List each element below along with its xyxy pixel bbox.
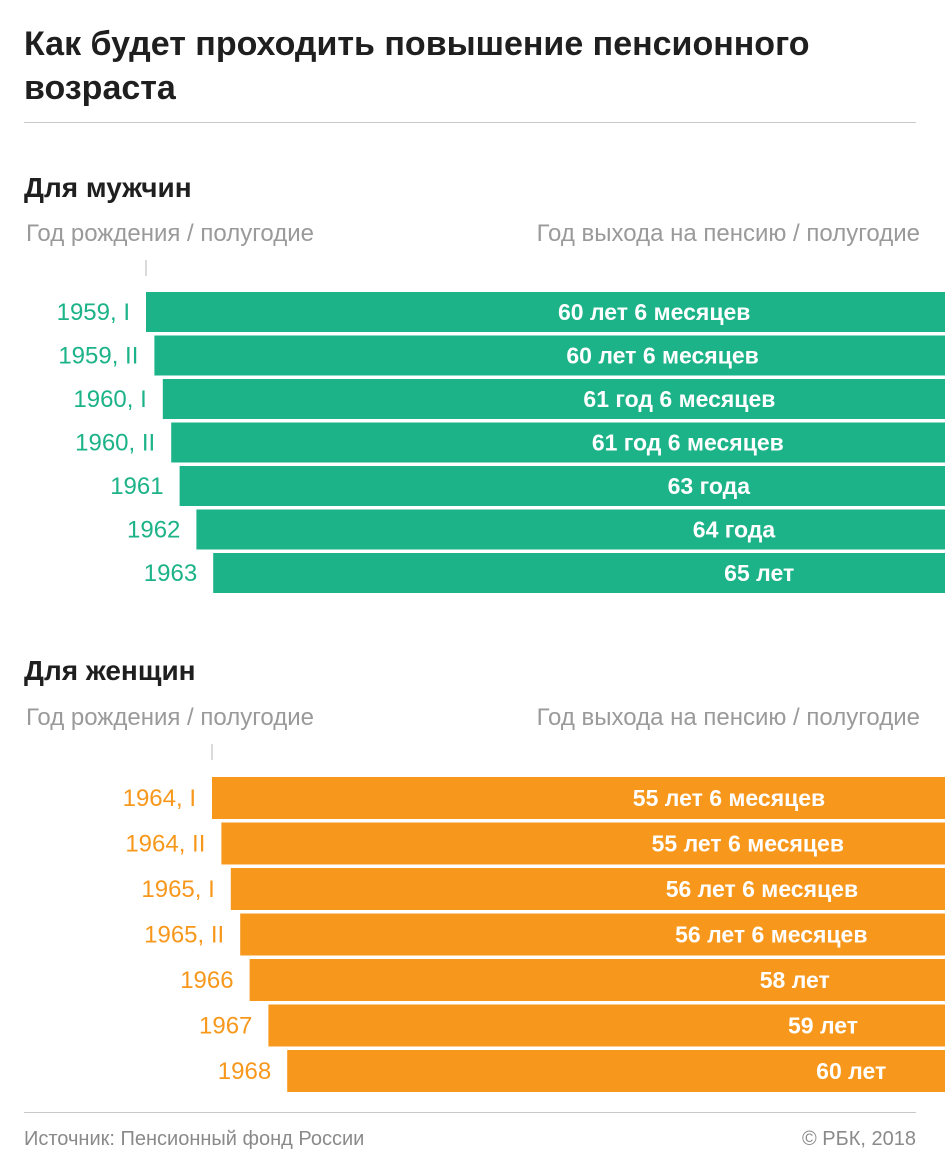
women-bar [240,913,945,956]
women-birth-label: 1968 [218,1058,271,1085]
women-birth-label: 1965, II [144,922,224,949]
women-bar [249,959,945,1001]
men-bar [146,292,945,332]
men-age-label: 60 лет 6 месяцев [558,299,750,325]
men-birth-label: 1959, II [58,343,138,370]
men-retire-column-label: Год выхода на пенсию / полугодие [536,220,920,247]
women-age-label: 56 лет 6 месяцев [666,876,858,902]
men-bar [171,422,945,463]
women-bar [268,1004,945,1047]
men-birth-column-label: Год рождения / полугодие [26,220,314,247]
women-birth-label: 1966 [180,967,233,994]
women-birth-column-label: Год рождения / полугодие [26,704,314,731]
women-bar [221,822,945,865]
men-bar [213,553,945,593]
men-age-label: 63 года [668,473,751,499]
men-bar [179,466,945,506]
men-bar [162,379,945,419]
women-chart: 1964, I55 лет 6 месяцев2019, I1964, II55… [123,744,945,1092]
men-birth-label: 1960, II [75,430,155,457]
footer-divider [24,1112,916,1113]
men-section-title: Для мужчин [24,172,192,203]
women-bar [287,1050,945,1092]
men-age-label: 64 года [693,517,776,543]
men-chart: 1959, I60 лет 6 месяцев2019, II1959, II6… [57,260,945,593]
women-age-label: 58 лет [760,967,830,993]
women-retire-column-label: Год выхода на пенсию / полугодие [536,704,920,731]
title-divider [24,122,916,123]
men-birth-label: 1962 [127,517,180,544]
women-birth-label: 1967 [199,1013,252,1040]
men-age-label: 65 лет [724,560,794,586]
copyright: © РБК, 2018 [801,1128,916,1150]
men-birth-label: 1961 [110,473,163,500]
women-age-label: 60 лет [816,1058,886,1084]
women-birth-label: 1965, I [141,876,214,903]
men-bar [196,509,945,550]
women-bar [230,868,945,910]
women-age-label: 59 лет [788,1013,858,1039]
men-age-label: 60 лет 6 месяцев [566,343,758,369]
men-age-label: 61 год 6 месяцев [583,386,775,412]
women-age-label: 56 лет 6 месяцев [675,922,867,948]
women-birth-label: 1964, II [125,831,205,858]
men-age-label: 61 год 6 месяцев [592,430,784,456]
men-birth-label: 1959, I [57,299,130,326]
women-section-title: Для женщин [24,655,196,686]
men-birth-label: 1960, I [73,386,146,413]
women-age-label: 55 лет 6 месяцев [652,831,844,857]
women-age-label: 55 лет 6 месяцев [633,785,825,811]
source-note: Источник: Пенсионный фонд России [24,1128,365,1150]
page-title: Как будет проходить повышение пенсионног… [24,25,810,107]
men-birth-label: 1963 [144,560,197,587]
women-bar [212,777,945,819]
women-birth-label: 1964, I [123,785,196,812]
men-bar [154,335,945,376]
